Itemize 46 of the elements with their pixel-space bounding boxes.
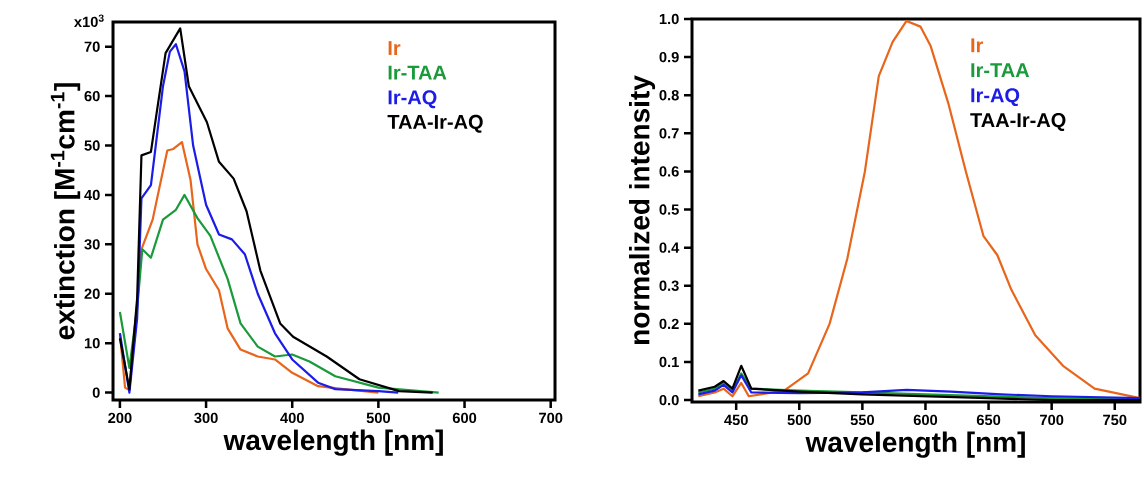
x-axis-title: wavelength [nm] (805, 431, 1025, 458)
x-tick-label: 500 (366, 412, 390, 424)
x-tick-label: 700 (539, 412, 563, 424)
line-series (118, 193, 440, 394)
x-tick-label: 750 (1103, 414, 1127, 426)
text: Ir (388, 41, 401, 55)
x-tick-label: 700 (1040, 414, 1064, 426)
x-tick-label: 650 (976, 414, 1001, 426)
y-tick-label: 0.6 (659, 166, 679, 177)
y-tick-label: 40 (84, 189, 100, 201)
y-tick-label: 0.8 (659, 90, 679, 101)
y-tick-label: 0.9 (659, 51, 679, 63)
y-tick-label: 0.7 (659, 128, 679, 139)
x-tick-label: 550 (850, 414, 874, 426)
x-tick-label: 600 (452, 412, 477, 424)
y-tick-label: 10 (84, 337, 100, 349)
y-tick-label: 0.3 (659, 280, 679, 291)
y-axis-title: normalized intensity (628, 75, 656, 344)
x-tick-label: 600 (913, 414, 938, 426)
y-tick-label: 0 (92, 387, 100, 398)
y-tick-label: 0.1 (659, 356, 679, 368)
x-tick-label: 400 (280, 412, 304, 424)
text: Ir-AQ (971, 88, 1020, 107)
text: x10$^{3}$ (74, 14, 104, 28)
y-tick-label: 70 (84, 41, 100, 52)
y-tick-label: 30 (84, 239, 100, 250)
y-axis-title: extinction [M$^{-1}$cm$^{-1}$] (50, 83, 81, 340)
y-tick-label: 1.0 (659, 13, 679, 25)
text: TAA-Ir-AQ (387, 114, 483, 133)
x-axis-title: wavelength [nm] (223, 429, 443, 456)
text: TAA-Ir-AQ (970, 113, 1066, 131)
x-tick-label: 300 (194, 412, 218, 424)
y-tick-label: 60 (84, 90, 100, 102)
text: Ir-TAA (971, 63, 1030, 78)
x-tick-label: 450 (724, 414, 748, 426)
text: Ir-TAA (388, 65, 447, 80)
x-tick-label: 200 (108, 412, 132, 424)
x-tick-label: 500 (787, 414, 811, 426)
y-tick-label: 0.4 (659, 242, 680, 253)
text: Ir-AQ (388, 90, 437, 109)
y-tick-label: 0.0 (659, 394, 679, 406)
y-tick-label: 20 (84, 288, 100, 299)
series-label: Ir (971, 38, 984, 53)
y-tick-label: 0.2 (659, 318, 679, 330)
y-tick-label: 0.5 (659, 204, 679, 215)
y-tick-label: 50 (84, 140, 100, 151)
